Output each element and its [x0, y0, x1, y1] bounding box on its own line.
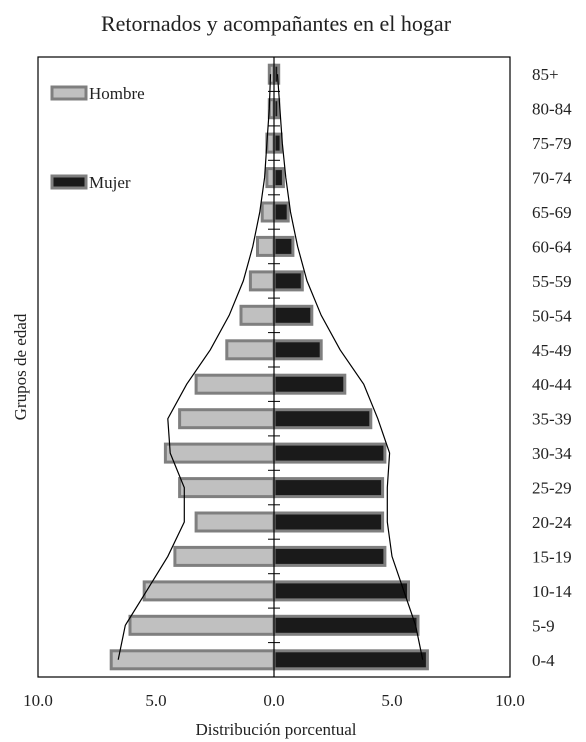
bar-mujer-50-54 [272, 304, 314, 326]
category-label-75-79: 75-79 [532, 134, 572, 153]
x-axis-title: Distribución porcentual [196, 720, 357, 739]
legend-label-mujer: Mujer [89, 173, 131, 192]
bar-hombre-50-54 [239, 304, 276, 326]
bar-mujer-5-9 [272, 614, 420, 636]
category-label-10-14: 10-14 [532, 582, 572, 601]
x-tick-label: 10.0 [495, 691, 525, 710]
x-tick-label: 0.0 [263, 691, 284, 710]
bar-hombre-10-14 [142, 580, 276, 602]
bar-mujer-45-49 [272, 339, 323, 361]
bar-hombre-0-4 [109, 649, 276, 671]
x-tick-labels: 10.0 5.0 0.0 5.0 10.0 [23, 691, 525, 710]
bar-mujer-60-64 [272, 235, 295, 257]
bar-hombre-45-49 [225, 339, 276, 361]
bar-mujer-65-69 [272, 201, 290, 223]
bar-mujer-75-79 [272, 132, 283, 154]
bar-mujer-10-14 [272, 580, 410, 602]
category-label-5-9: 5-9 [532, 616, 555, 635]
bar-hombre-40-44 [194, 373, 276, 395]
bar-mujer-80-84 [272, 98, 281, 120]
category-label-15-19: 15-19 [532, 547, 572, 566]
y-axis-title: Grupos de edad [11, 313, 30, 420]
bar-hombre-25-29 [178, 477, 276, 499]
bar-mujer-0-4 [272, 649, 429, 671]
bar-mujer-35-39 [272, 408, 373, 430]
category-label-30-34: 30-34 [532, 444, 572, 463]
bar-hombre-30-34 [163, 442, 276, 464]
legend-swatch-mujer [50, 174, 88, 190]
bar-hombre-15-19 [173, 545, 276, 567]
bar-mujer-20-24 [272, 511, 385, 533]
category-label-45-49: 45-49 [532, 341, 572, 360]
bar-hombre-60-64 [256, 235, 276, 257]
category-labels: 0-4 5-9 10-14 15-19 20-24 25-29 30-34 35-39 40-4… [532, 65, 572, 670]
bar-mujer-40-44 [272, 373, 347, 395]
category-label-50-54: 50-54 [532, 306, 572, 325]
chart-title: Retornados y acompañantes en el hogar [101, 11, 452, 36]
category-label-70-74: 70-74 [532, 169, 572, 188]
outline-left [117, 74, 272, 660]
category-label-40-44: 40-44 [532, 375, 572, 394]
bar-hombre-55-59 [248, 270, 276, 292]
category-label-25-29: 25-29 [532, 479, 572, 498]
outline-right [276, 74, 424, 660]
x-tick-label: 5.0 [381, 691, 402, 710]
bar-hombre-5-9 [128, 614, 276, 636]
category-label-55-59: 55-59 [532, 272, 572, 291]
bar-hombre-35-39 [178, 408, 276, 430]
x-tick-label: 10.0 [23, 691, 53, 710]
category-label-65-69: 65-69 [532, 203, 572, 222]
category-label-80-84: 80-84 [532, 100, 572, 119]
center-axis-ticks [268, 56, 280, 678]
bar-mujer-30-34 [272, 442, 387, 464]
category-label-85: 85+ [532, 65, 559, 84]
outline-layer [117, 74, 424, 660]
bar-mujer-15-19 [272, 545, 387, 567]
category-label-0-4: 0-4 [532, 651, 555, 670]
legend-label-hombre: Hombre [89, 84, 145, 103]
legend: Hombre Mujer [50, 84, 145, 192]
category-label-35-39: 35-39 [532, 410, 572, 429]
legend-swatch-hombre [50, 85, 88, 101]
x-tick-label: 5.0 [145, 691, 166, 710]
bar-mujer-55-59 [272, 270, 304, 292]
bar-hombre-65-69 [260, 201, 276, 223]
category-label-20-24: 20-24 [532, 513, 572, 532]
bar-hombre-20-24 [194, 511, 276, 533]
bar-mujer-70-74 [272, 167, 285, 189]
category-label-60-64: 60-64 [532, 237, 572, 256]
bar-mujer-25-29 [272, 477, 385, 499]
